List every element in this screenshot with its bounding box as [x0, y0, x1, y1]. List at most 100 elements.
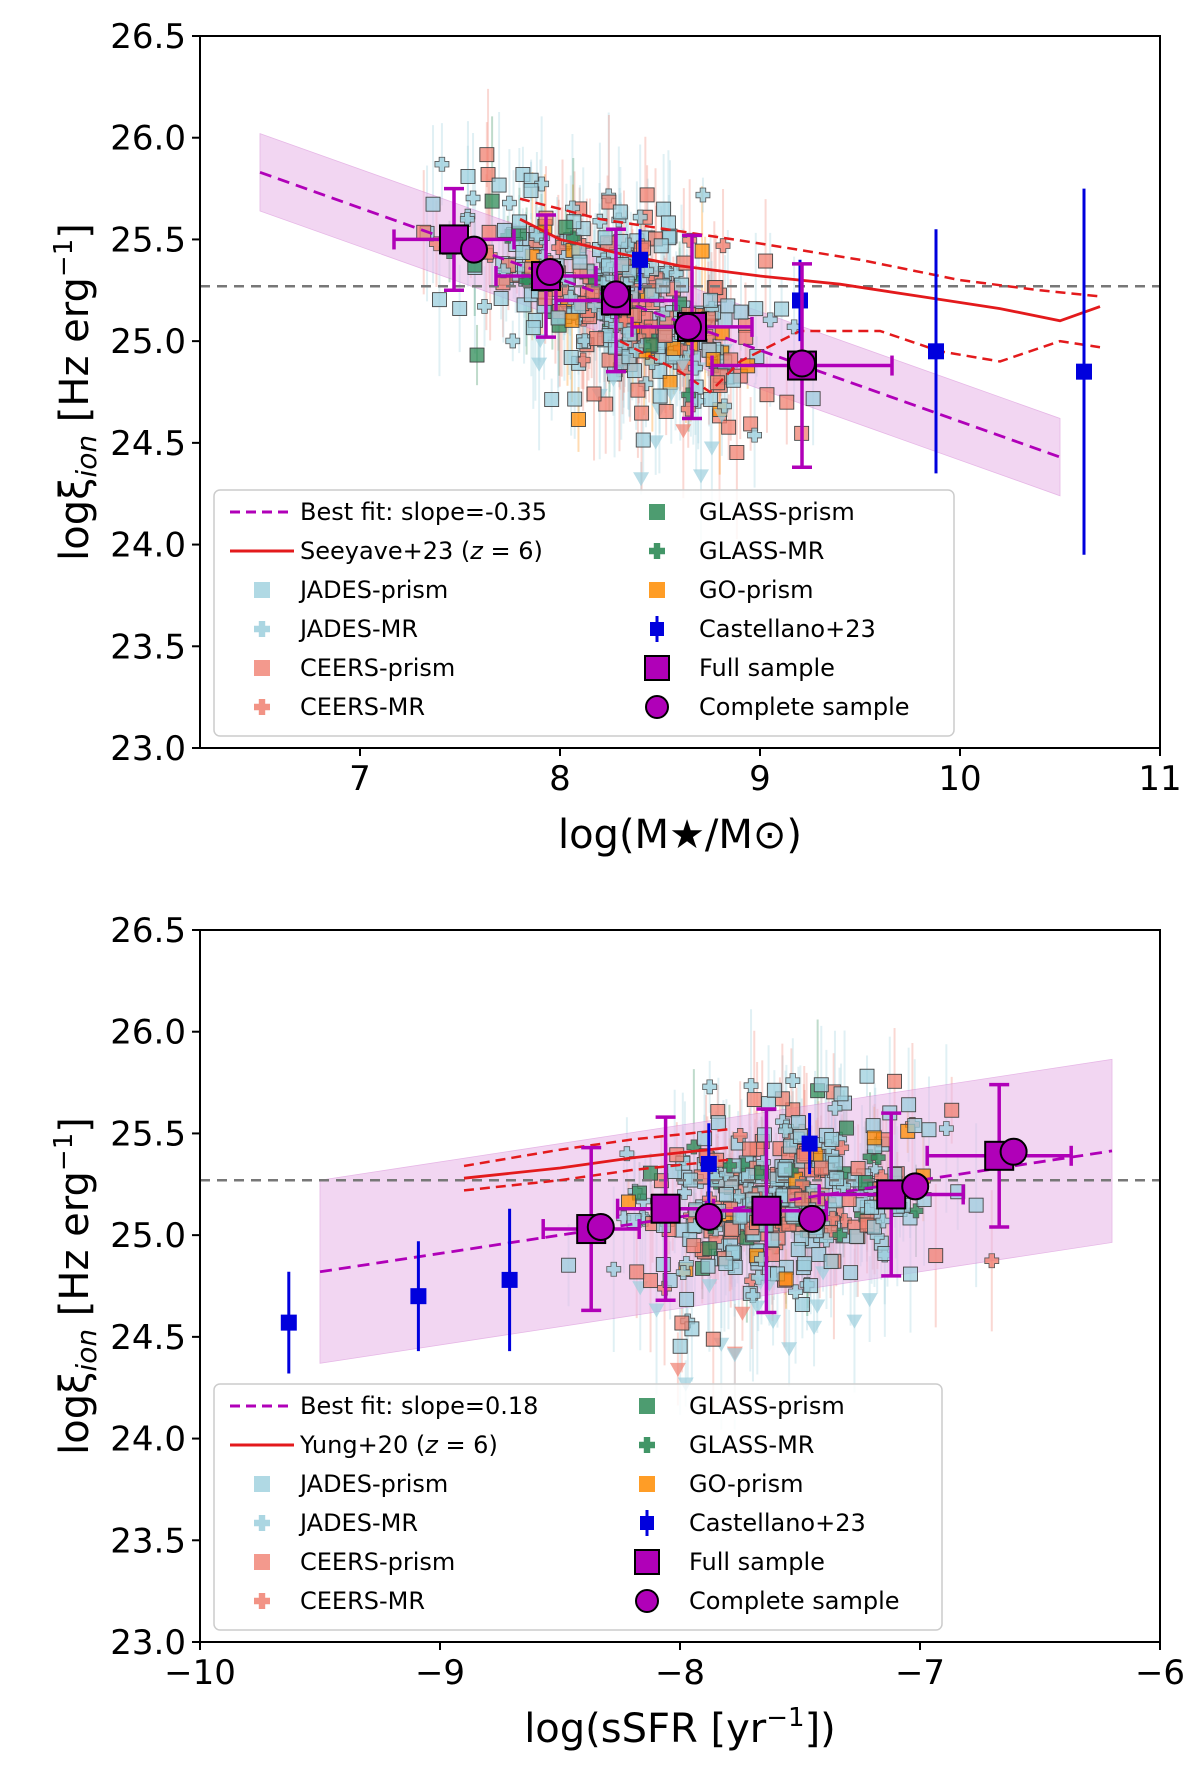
legend-model-label-tail: = 6) — [438, 1431, 498, 1459]
y-axis-label: logξion [Hz erg−1] — [49, 1117, 103, 1455]
upper-limit-point — [861, 1293, 878, 1308]
data-point — [695, 187, 711, 203]
y-tick-label: 25.0 — [110, 322, 186, 362]
data-point — [632, 209, 648, 225]
legend-label: GLASS-MR — [699, 537, 824, 565]
legend-label: Complete sample — [689, 1587, 900, 1615]
data-point — [811, 1247, 827, 1262]
legend-label: GO-prism — [699, 576, 813, 604]
data-point — [829, 1171, 845, 1187]
x-axis-label-exp: −1 — [766, 1703, 804, 1733]
upper-limit-point — [692, 469, 709, 484]
upper-limit-point — [765, 1314, 782, 1329]
upper-limit-point — [675, 424, 692, 439]
data-point — [757, 1127, 772, 1143]
data-point — [700, 1258, 716, 1274]
x-tick-label: 11 — [1138, 759, 1181, 799]
data-point — [659, 263, 675, 279]
upper-limit-point — [809, 1299, 826, 1314]
data-point — [778, 1271, 794, 1287]
legend-label: Complete sample — [699, 693, 910, 721]
data-point — [672, 1338, 688, 1354]
data-point — [790, 1242, 806, 1257]
data-point — [777, 1161, 793, 1177]
data-point — [675, 1265, 691, 1280]
legend: Best fit: slope=0.18 Yung+20 (z = 6) JADES… — [213, 1383, 943, 1631]
data-point — [519, 273, 534, 289]
data-point — [586, 298, 602, 313]
data-point — [679, 1291, 695, 1307]
legend-swatch — [254, 621, 270, 637]
upper-limit-point — [605, 372, 622, 387]
data-point — [921, 1122, 937, 1138]
upper-limit-point — [815, 1266, 832, 1281]
plot-area — [200, 88, 1160, 556]
data-point — [459, 211, 475, 227]
data-point — [788, 1284, 803, 1300]
data-point — [572, 254, 588, 270]
data-point — [626, 363, 642, 379]
data-point — [850, 1160, 866, 1176]
legend-swatch — [639, 1476, 655, 1492]
y-axis-label-unit: [Hz erg — [52, 277, 98, 435]
x-tick-label: 8 — [549, 759, 571, 799]
complete-sample-point — [798, 1204, 826, 1233]
data-point — [677, 1185, 692, 1200]
data-point — [635, 432, 651, 448]
y-tick-label: 25.5 — [110, 220, 186, 260]
legend-label: GLASS-prism — [689, 1392, 845, 1420]
y-axis-label-sub: ion — [70, 1329, 103, 1372]
data-point — [479, 147, 495, 163]
legend-swatch — [254, 1593, 270, 1609]
x-tick-label: −7 — [895, 1653, 945, 1693]
castellano-point — [928, 343, 944, 360]
legend-label: CEERS-MR — [300, 693, 425, 721]
data-point — [742, 1141, 758, 1157]
x-tick-label: 9 — [749, 759, 771, 799]
upper-limit-point — [752, 1275, 769, 1290]
legend-swatch — [254, 1476, 270, 1492]
data-point — [794, 1297, 810, 1312]
legend-swatch — [649, 504, 665, 520]
legend-swatch — [254, 660, 270, 676]
x-tick-label: −10 — [164, 1653, 236, 1693]
data-point — [652, 388, 668, 404]
x-tick-label: 7 — [349, 759, 371, 799]
data-point — [551, 240, 567, 256]
legend-label: JADES-MR — [298, 615, 418, 643]
y-tick-label: 24.0 — [110, 1420, 186, 1460]
y-tick-label: 23.5 — [110, 627, 186, 667]
data-point — [567, 391, 583, 407]
legend-label: CEERS-MR — [300, 1587, 425, 1615]
data-point — [725, 372, 741, 388]
y-axis-label-exp: −1 — [49, 1133, 79, 1171]
castellano-point — [700, 1155, 717, 1172]
data-point — [586, 386, 602, 402]
data-point — [655, 1257, 671, 1272]
upper-limit-point — [703, 441, 720, 456]
legend-label: CEERS-prism — [300, 1548, 455, 1576]
data-point — [758, 253, 774, 269]
legend-label: CEERS-prism — [300, 654, 455, 682]
data-point — [601, 258, 616, 274]
data-point — [778, 1123, 793, 1139]
upper-limit-point — [647, 435, 664, 450]
data-point — [887, 1073, 902, 1089]
x-axis-label-post: ]) — [805, 1706, 836, 1752]
top-panel: 7 8 9 10 11 23.0 23.5 24.0 24.5 25.0 25.5 26.0 26.5 l… — [49, 17, 1182, 858]
data-point — [657, 328, 673, 343]
data-point — [653, 238, 669, 254]
data-point — [705, 1331, 721, 1347]
data-point — [805, 391, 821, 407]
legend-bestfit-label: Best fit: slope=-0.35 — [300, 498, 547, 526]
data-point — [702, 1079, 718, 1095]
x-axis-label: log(sSFR [yr−1]) — [524, 1703, 836, 1752]
x-tick-label: 10 — [938, 759, 981, 799]
data-point — [491, 177, 507, 193]
data-point — [984, 1253, 1000, 1269]
data-point — [597, 230, 613, 246]
castellano-point — [801, 1135, 818, 1152]
castellano-point — [410, 1288, 427, 1305]
data-point — [721, 419, 737, 435]
data-point — [866, 1130, 882, 1146]
